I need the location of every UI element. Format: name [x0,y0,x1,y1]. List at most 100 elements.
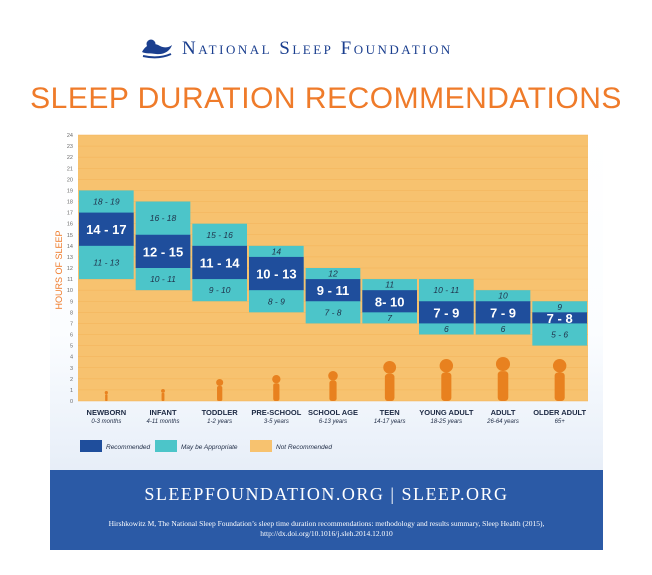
y-tick-label: 3 [70,366,73,372]
legend-swatch [155,440,177,452]
adult-icon [495,357,511,401]
category-age: 6-13 years [319,419,347,425]
y-tick-label: 6 [70,333,73,339]
footer-urls: SLEEPFOUNDATION.ORG | SLEEP.ORG [144,484,509,504]
category-age: 4-11 months [147,419,180,425]
may-lower-label: 6 [444,324,449,334]
may-lower-label: 7 - 8 [324,307,341,317]
may-upper-label: 10 - 11 [433,285,459,295]
citation-line-2: http://dx.doi.org/10.1016/j.sleh.2014.12… [260,529,393,538]
citation: Hirshkowitz M, The National Sleep Founda… [70,519,583,539]
y-tick-label: 23 [67,144,73,150]
recommended-bar [79,212,134,246]
recommended-label: 14 - 17 [86,222,126,237]
y-axis-label: HOURS OF SLEEP [54,230,64,309]
may-lower-label: 5 - 6 [551,330,568,340]
category-age: 14-17 years [374,419,406,425]
y-tick-label: 15 [67,233,73,239]
footer: SLEEPFOUNDATION.ORG | SLEEP.ORG Hirshkow… [50,470,603,550]
y-tick-label: 19 [67,188,73,194]
recommended-label: 11 - 14 [200,255,241,270]
y-tick-label: 22 [67,155,73,161]
recommended-bar [362,290,417,313]
recommended-label: 7 - 9 [490,305,516,320]
y-tick-label: 1 [70,388,73,394]
toddler-icon [216,379,224,401]
recommended-bar [249,256,304,291]
figure-body [497,371,509,401]
page-title: SLEEP DURATION RECOMMENDATIONS [30,82,622,115]
may-upper-label: 10 [498,291,508,301]
figure-head [552,359,567,373]
y-tick-label: 0 [70,399,73,405]
y-tick-label: 4 [70,355,73,361]
may-upper-label: 9 [557,302,562,312]
figure-head [328,371,338,381]
recommended-label: 12 - 15 [143,244,183,259]
sleep-duration-chart: 0123456789101112131415161718192021222324… [54,133,588,452]
category-label: NEWBORN [87,408,127,417]
y-tick-label: 17 [67,211,73,217]
older-adult-with-cane-icon [552,359,567,401]
category-label: YOUNG ADULT [419,408,474,417]
figure-head [439,359,454,373]
category-age: 65+ [555,419,566,425]
figure-head [495,357,511,372]
preschooler-icon [272,375,281,401]
y-tick-label: 24 [67,133,73,139]
recommended-bar [419,301,474,324]
figure-body [384,373,395,401]
y-tick-label: 8 [70,310,73,316]
may-lower-label: 7 [387,313,392,323]
baby-icon [104,391,108,401]
category-label: SCHOOL AGE [308,408,358,417]
may-upper-label: 11 [385,280,394,290]
figure-body [217,386,223,401]
chart-panel: 0 1 2 3 4 5 6 7 8 9 10 11 12 13 14 15 16 17 18 19 20 21 22 23 24… [50,130,603,470]
recommended-label: 7 - 8 [547,311,573,326]
category-label: ADULT [491,408,516,417]
category-label: TEEN [380,408,400,417]
y-tick-label: 5 [70,344,73,350]
figure-body [554,372,565,401]
legend-label: Recommended [106,444,150,451]
may-lower-label: 9 - 10 [209,285,231,295]
category-age: 18-25 years [430,419,462,425]
category-label: TODDLER [202,408,239,417]
young-adult-icon [439,359,454,401]
citation-line-1: Hirshkowitz M, The National Sleep Founda… [108,519,545,528]
crawling-infant-icon [161,389,165,401]
may-lower-label: 10 - 11 [150,274,176,284]
may-upper-label: 12 [328,269,338,279]
y-tick-label: 18 [67,200,73,206]
may-upper-label: 16 - 18 [150,213,177,223]
category-label: OLDER ADULT [533,408,586,417]
legend-label: Not Recommended [276,444,332,451]
figure-body [273,383,280,401]
may-upper-label: 18 - 19 [93,197,120,207]
recommended-bar [305,279,361,302]
may-lower-label: 8 - 9 [268,296,285,306]
recommended-label: 8- 10 [375,294,405,309]
y-tick-label: 16 [67,222,73,228]
figure-body [161,392,165,401]
y-tick-label: 20 [67,177,73,183]
recommended-bar [475,301,531,324]
legend-label: May be Appropriate [181,444,238,451]
header: National Sleep Foundation [0,30,652,70]
may-upper-label: 15 - 16 [206,230,233,240]
category-age: 3-5 years [264,419,289,425]
figure-head [216,379,224,387]
y-tick-label: 21 [67,166,73,172]
y-tick-label: 13 [67,255,73,261]
figure-head [161,389,165,393]
figure-head [104,391,108,395]
y-tick-label: 14 [67,244,73,250]
y-tick-label: 7 [70,321,73,327]
category-label: PRE-SCHOOL [251,408,301,417]
category-age: 1-2 years [207,419,232,425]
figure-body [105,394,108,401]
figure-head [272,375,281,384]
figure-body [329,380,337,401]
legend-swatch [80,440,102,452]
